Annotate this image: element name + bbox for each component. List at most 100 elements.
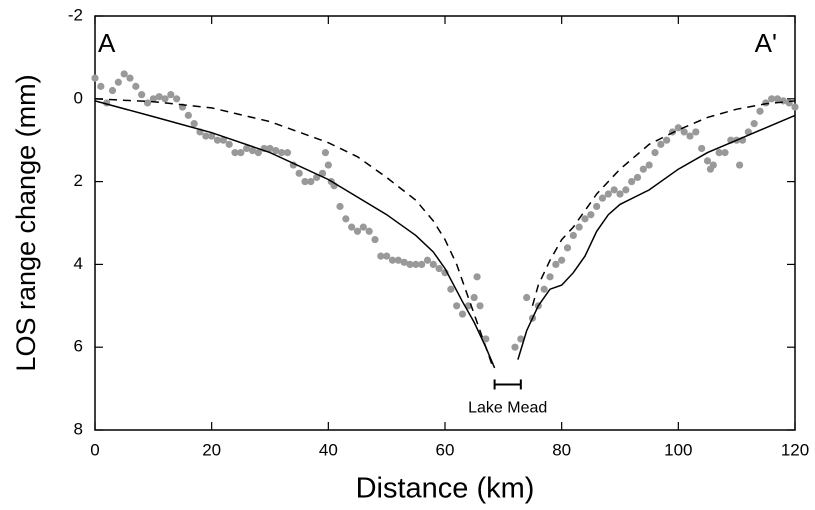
data-point <box>278 149 286 157</box>
data-point <box>225 140 233 148</box>
data-point <box>558 256 566 264</box>
data-point <box>155 93 163 101</box>
data-point <box>202 132 210 140</box>
data-point <box>703 157 712 165</box>
data-point <box>709 161 717 169</box>
data-point <box>523 293 531 302</box>
model-line <box>94 100 496 369</box>
data-point <box>663 136 671 144</box>
data-point <box>423 256 432 264</box>
annotation: A' <box>755 28 777 58</box>
data-point <box>318 169 327 177</box>
data-point <box>657 140 665 148</box>
data-point <box>219 136 227 144</box>
data-point <box>563 244 572 252</box>
annotation: A <box>98 28 116 58</box>
data-point <box>435 264 443 273</box>
x-axis-label: Distance (km) <box>356 473 535 505</box>
data-point <box>283 149 292 157</box>
data-point <box>511 343 519 351</box>
data-point <box>639 165 647 173</box>
data-point <box>91 74 99 82</box>
model-line <box>94 98 493 365</box>
data-point <box>581 215 589 223</box>
data-point <box>97 82 105 90</box>
data-point <box>353 227 362 235</box>
data-point <box>692 128 700 136</box>
data-point <box>546 273 554 281</box>
data-point <box>715 149 723 157</box>
data-point <box>773 95 782 103</box>
data-point <box>473 273 481 281</box>
data-point <box>348 223 356 231</box>
data-point <box>735 161 744 169</box>
data-point <box>208 132 216 140</box>
data-point <box>593 202 601 211</box>
x-tick-label: 20 <box>202 440 221 459</box>
data-point <box>394 256 402 264</box>
data-point <box>645 161 653 169</box>
x-tick-label: 100 <box>664 440 692 459</box>
data-point <box>321 149 330 157</box>
data-point <box>167 91 175 99</box>
data-point <box>114 78 122 86</box>
data-point <box>785 99 793 107</box>
x-tick-label: 60 <box>436 440 455 459</box>
data-point <box>482 335 490 343</box>
x-tick-label: 0 <box>90 440 99 459</box>
data-point <box>388 256 397 264</box>
data-point <box>750 120 758 128</box>
data-point <box>429 260 437 268</box>
data-point <box>458 310 467 318</box>
data-point <box>598 194 607 202</box>
data-point <box>307 178 315 186</box>
data-point <box>237 149 245 157</box>
data-point <box>295 169 303 177</box>
data-point <box>149 95 157 103</box>
data-point <box>418 260 426 268</box>
data-point <box>791 103 799 111</box>
data-point <box>476 302 484 310</box>
data-point <box>371 235 379 244</box>
data-point <box>266 144 274 153</box>
data-point <box>254 149 262 157</box>
data-point <box>365 227 373 235</box>
y-axis-label: LOS range change (mm) <box>11 74 41 371</box>
data-point <box>248 146 257 155</box>
x-tick-label: 80 <box>552 440 571 459</box>
data-point <box>633 173 642 182</box>
model-line <box>531 100 796 307</box>
data-point <box>120 70 128 78</box>
data-point <box>651 149 659 157</box>
data-point <box>569 231 577 240</box>
data-point <box>447 285 455 293</box>
data-point <box>610 186 618 194</box>
data-point <box>301 178 309 186</box>
data-point <box>359 223 367 231</box>
data-point <box>138 91 146 99</box>
x-tick-label: 120 <box>781 440 809 459</box>
data-point <box>173 95 181 103</box>
data-point <box>143 99 152 107</box>
plot-frame <box>94 15 796 431</box>
y-tick-label: -2 <box>68 5 83 24</box>
data-point <box>604 190 612 198</box>
data-point <box>400 258 408 266</box>
data-point <box>575 223 583 231</box>
data-point <box>674 124 682 132</box>
data-point <box>622 186 630 194</box>
x-tick-label: 40 <box>319 440 338 459</box>
data-point <box>406 260 414 268</box>
data-point <box>243 144 251 153</box>
y-tick-label: 0 <box>74 88 83 107</box>
data-point <box>213 136 222 144</box>
data-point <box>628 178 636 186</box>
data-point <box>342 215 350 223</box>
annotation: Lake Mead <box>468 400 547 417</box>
data-point <box>377 252 385 260</box>
data-point <box>383 252 391 260</box>
data-point <box>470 293 478 302</box>
data-point <box>231 149 239 157</box>
y-tick-label: 4 <box>74 254 83 273</box>
data-point <box>756 107 764 115</box>
